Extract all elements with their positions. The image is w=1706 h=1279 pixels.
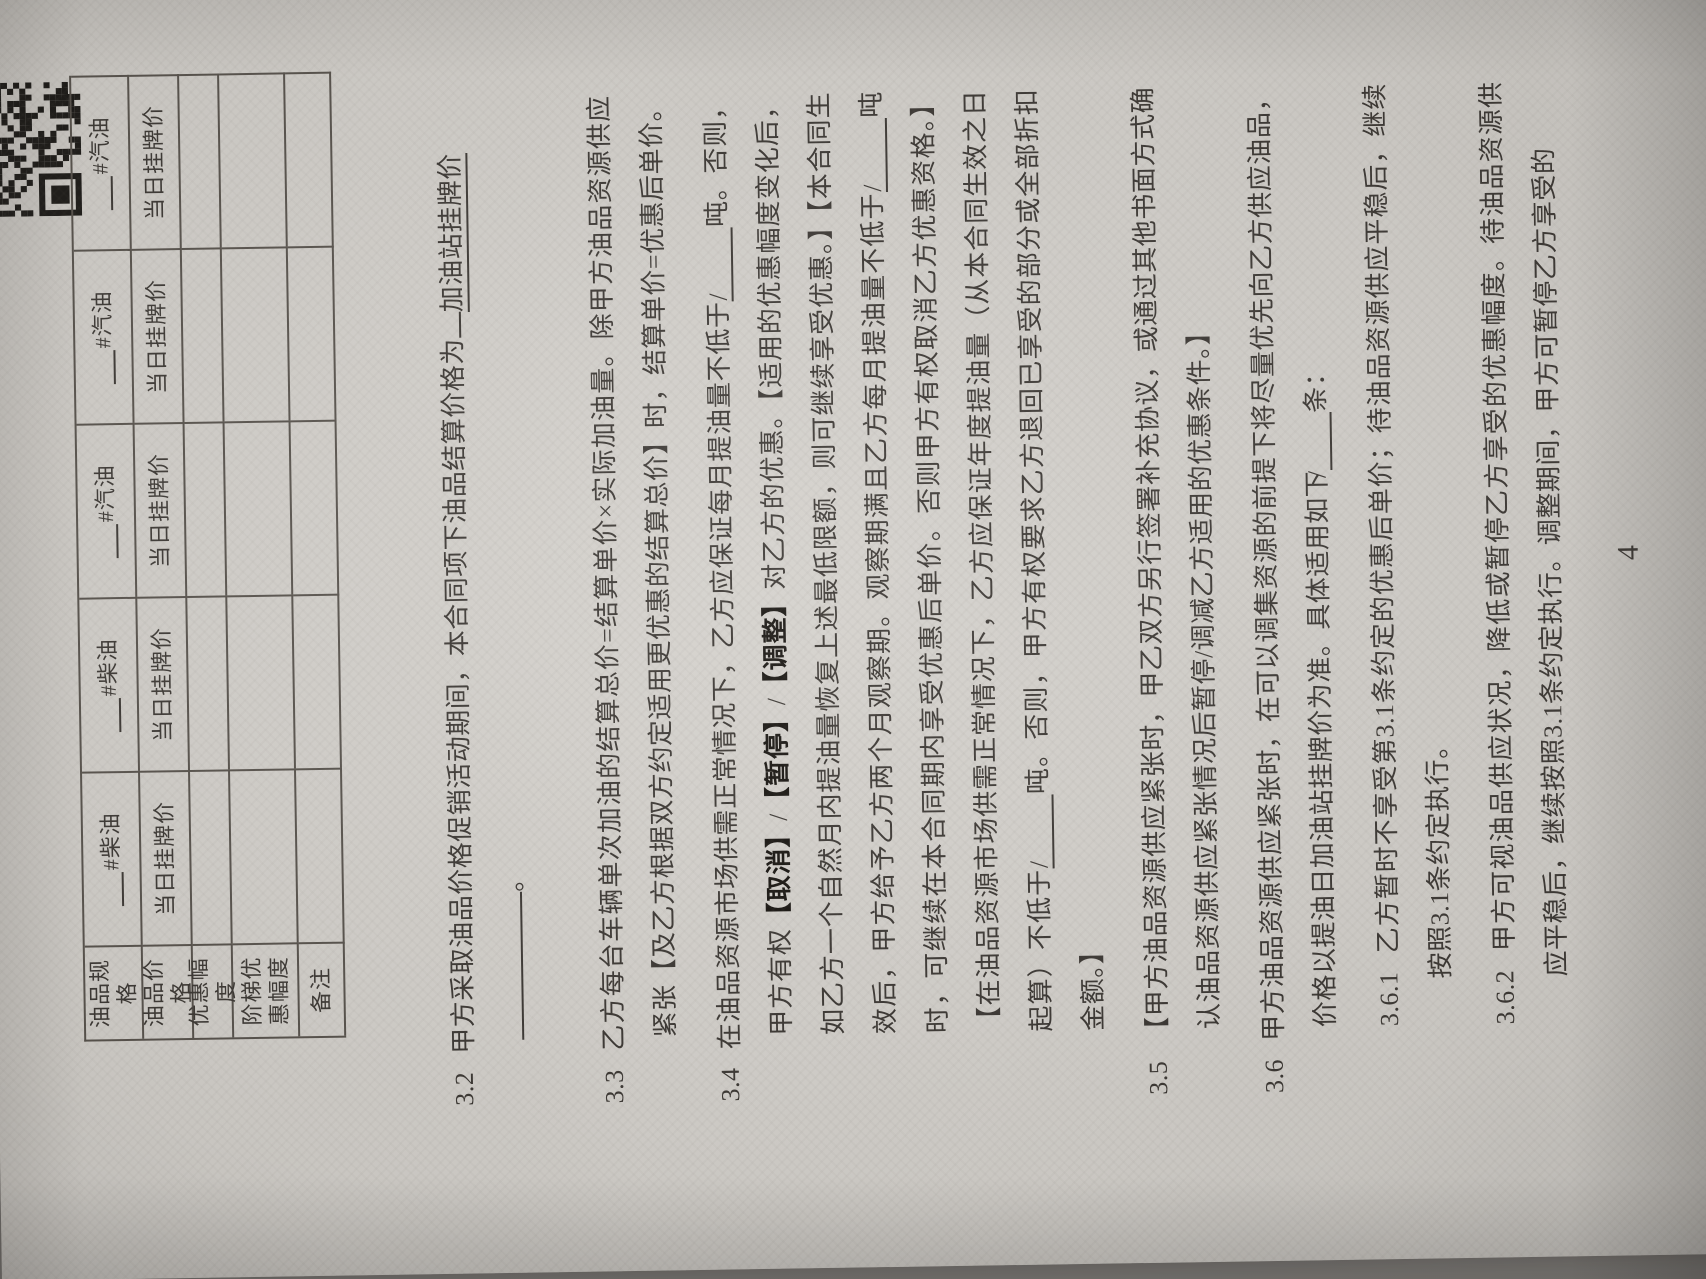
fuel-price-table: 油品规格 #柴油 #柴油 #汽油 #汽油 #汽油 油品价格 当日挂牌价 当日挂牌价 当日挂牌价 当日… (69, 71, 347, 1042)
contract-text: / (761, 697, 792, 706)
table-cell-price: 当日挂牌价 (129, 74, 182, 249)
page-number: 4 (1611, 544, 1645, 561)
table-row-header: 油品规格 (84, 944, 145, 1040)
section-paragraph-3.4: 3.4在油品资源市场供需正常情况下，乙方应保证每月提油量不低于/吨。否则，甲方有… (689, 88, 1120, 1102)
section-paragraph-3.6: 3.6 甲方油品资源供应紧张时，在可以调集资源的前提下将尽量优先向乙方供应油品，价… (1233, 84, 1352, 1093)
table-cell-price: 当日挂牌价 (140, 769, 193, 945)
table-row-header: 备注 (298, 941, 347, 1037)
spec-fill-blank (96, 698, 122, 733)
section-paragraph-3.3: 3.3 乙方每台车辆单次加油的结算总价=结算单价×实际加油量。除甲方油品资源供应紧… (573, 94, 692, 1104)
contract-text: 【甲方油品资源供应紧张时，甲乙双方另行签署补充协议，或通过其他书面方式确认油品资… (1128, 86, 1225, 1044)
table-cell-empty (224, 420, 294, 596)
contract-text: 甲方可视油品供应状况，降低或暂停乙方享受的优惠幅度。待油品资源供应平稳后，继续按… (1476, 81, 1572, 977)
section-number: 3.6 (1259, 1058, 1290, 1094)
fill-in-blank (431, 312, 462, 339)
contract-text: 。 (498, 865, 528, 893)
contract-text: 乙方暂时不享受第3.1条约定的优惠后单价；待油品资源供应平稳后，继续按照3.1条… (1360, 83, 1456, 979)
contract-text: 乙方每台车辆单次加油的结算总价=结算单价×实际加油量。除甲方油品资源供应紧张【及… (584, 94, 681, 1052)
section-paragraph-3.2: 3.2 甲方采取油品价格促销活动期间，本合同项下油品结算价格为 加油站挂牌价。 (423, 97, 542, 1106)
table-cell-spec: #汽油 (71, 74, 132, 250)
fill-in-blank: / (703, 227, 734, 302)
table-cell-spec: #汽油 (73, 248, 135, 424)
bold-option-text: 【取消】 (763, 820, 795, 929)
table-cell-empty (293, 593, 342, 769)
contract-text: 甲方采取油品价格促销活动期间，本合同项下油品结算价格为 (438, 338, 479, 1054)
table-cell-price: 当日挂牌价 (134, 422, 188, 597)
contract-text: 条： (1300, 359, 1331, 413)
table-cell-spec: #柴油 (82, 770, 143, 946)
table-row-header: 阶梯优惠幅度 (232, 942, 301, 1038)
fill-in-blank (492, 891, 525, 1041)
spec-fill-blank (88, 176, 114, 211)
spec-fill-blank (91, 350, 116, 385)
table-cell-empty (295, 767, 345, 943)
spec-fill-blank (99, 872, 125, 907)
table-row-header: 优惠幅度 (185, 943, 239, 1038)
filled-in-value: 加油站挂牌价 (435, 153, 467, 313)
table-cell-empty (229, 768, 299, 944)
contract-text: / (763, 812, 793, 822)
table-cell-empty (184, 421, 228, 597)
section-number: 3.5 (1143, 1060, 1174, 1096)
table-cell-empty (181, 247, 225, 423)
section-paragraph-3.6.1: 3.6.1乙方暂时不享受第3.1条约定的优惠后单价；待油品资源供应平稳后，继续按… (1349, 82, 1467, 1026)
fill-in-blank: / (857, 118, 889, 193)
section-number: 3.6.2 (1490, 969, 1521, 1025)
section-number: 3.2 (449, 1071, 480, 1106)
table-cell-empty (227, 594, 296, 770)
section-number: 3.4 (715, 1067, 746, 1102)
fill-in-blank: / (1024, 794, 1055, 869)
table-cell-spec: #柴油 (79, 596, 141, 772)
contract-text: 甲方油品资源供应紧张时，在可以调集资源的前提下将尽量优先向乙方供应油品，价格以提… (1244, 84, 1341, 1042)
spec-fill-blank (94, 524, 119, 559)
section-number: 3.3 (599, 1069, 630, 1104)
section-paragraph-3.6.2: 3.6.2甲方可视油品供应状况，降低或暂停乙方享受的优惠幅度。待油品资源供应平稳… (1465, 80, 1583, 1024)
table-cell-empty (219, 72, 288, 248)
table-cell-price: 当日挂牌价 (137, 596, 190, 771)
table-cell-empty (285, 71, 334, 247)
contract-text: 在油品资源市场供需正常情况下，乙方应保证每月提油量不低于 (703, 301, 745, 1050)
table-cell-empty (287, 245, 337, 421)
bold-option-text: 【调整】 (760, 589, 791, 698)
fill-in-blank: / (1302, 412, 1333, 478)
section-paragraph-3.5: 3.5 【甲方油品资源供应紧张时，甲乙双方另行签署补充协议，或通过其他书面方式确认… (1117, 86, 1236, 1095)
contract-sections: 3.2 甲方采取油品价格促销活动期间，本合同项下油品结算价格为 加油站挂牌价。 3.3… (423, 79, 1663, 1106)
section-number: 3.6.1 (1374, 971, 1405, 1027)
qr-code (0, 81, 83, 218)
table-cell-empty (290, 419, 340, 595)
table-cell-empty (187, 595, 230, 770)
table-cell-empty (221, 246, 291, 422)
table-cell-price: 当日挂牌价 (131, 248, 185, 423)
bold-option-text: 【暂停】 (762, 705, 793, 814)
table-cell-spec: #汽油 (76, 422, 138, 598)
table-cell-empty (189, 769, 233, 944)
table-cell-empty (179, 73, 222, 249)
